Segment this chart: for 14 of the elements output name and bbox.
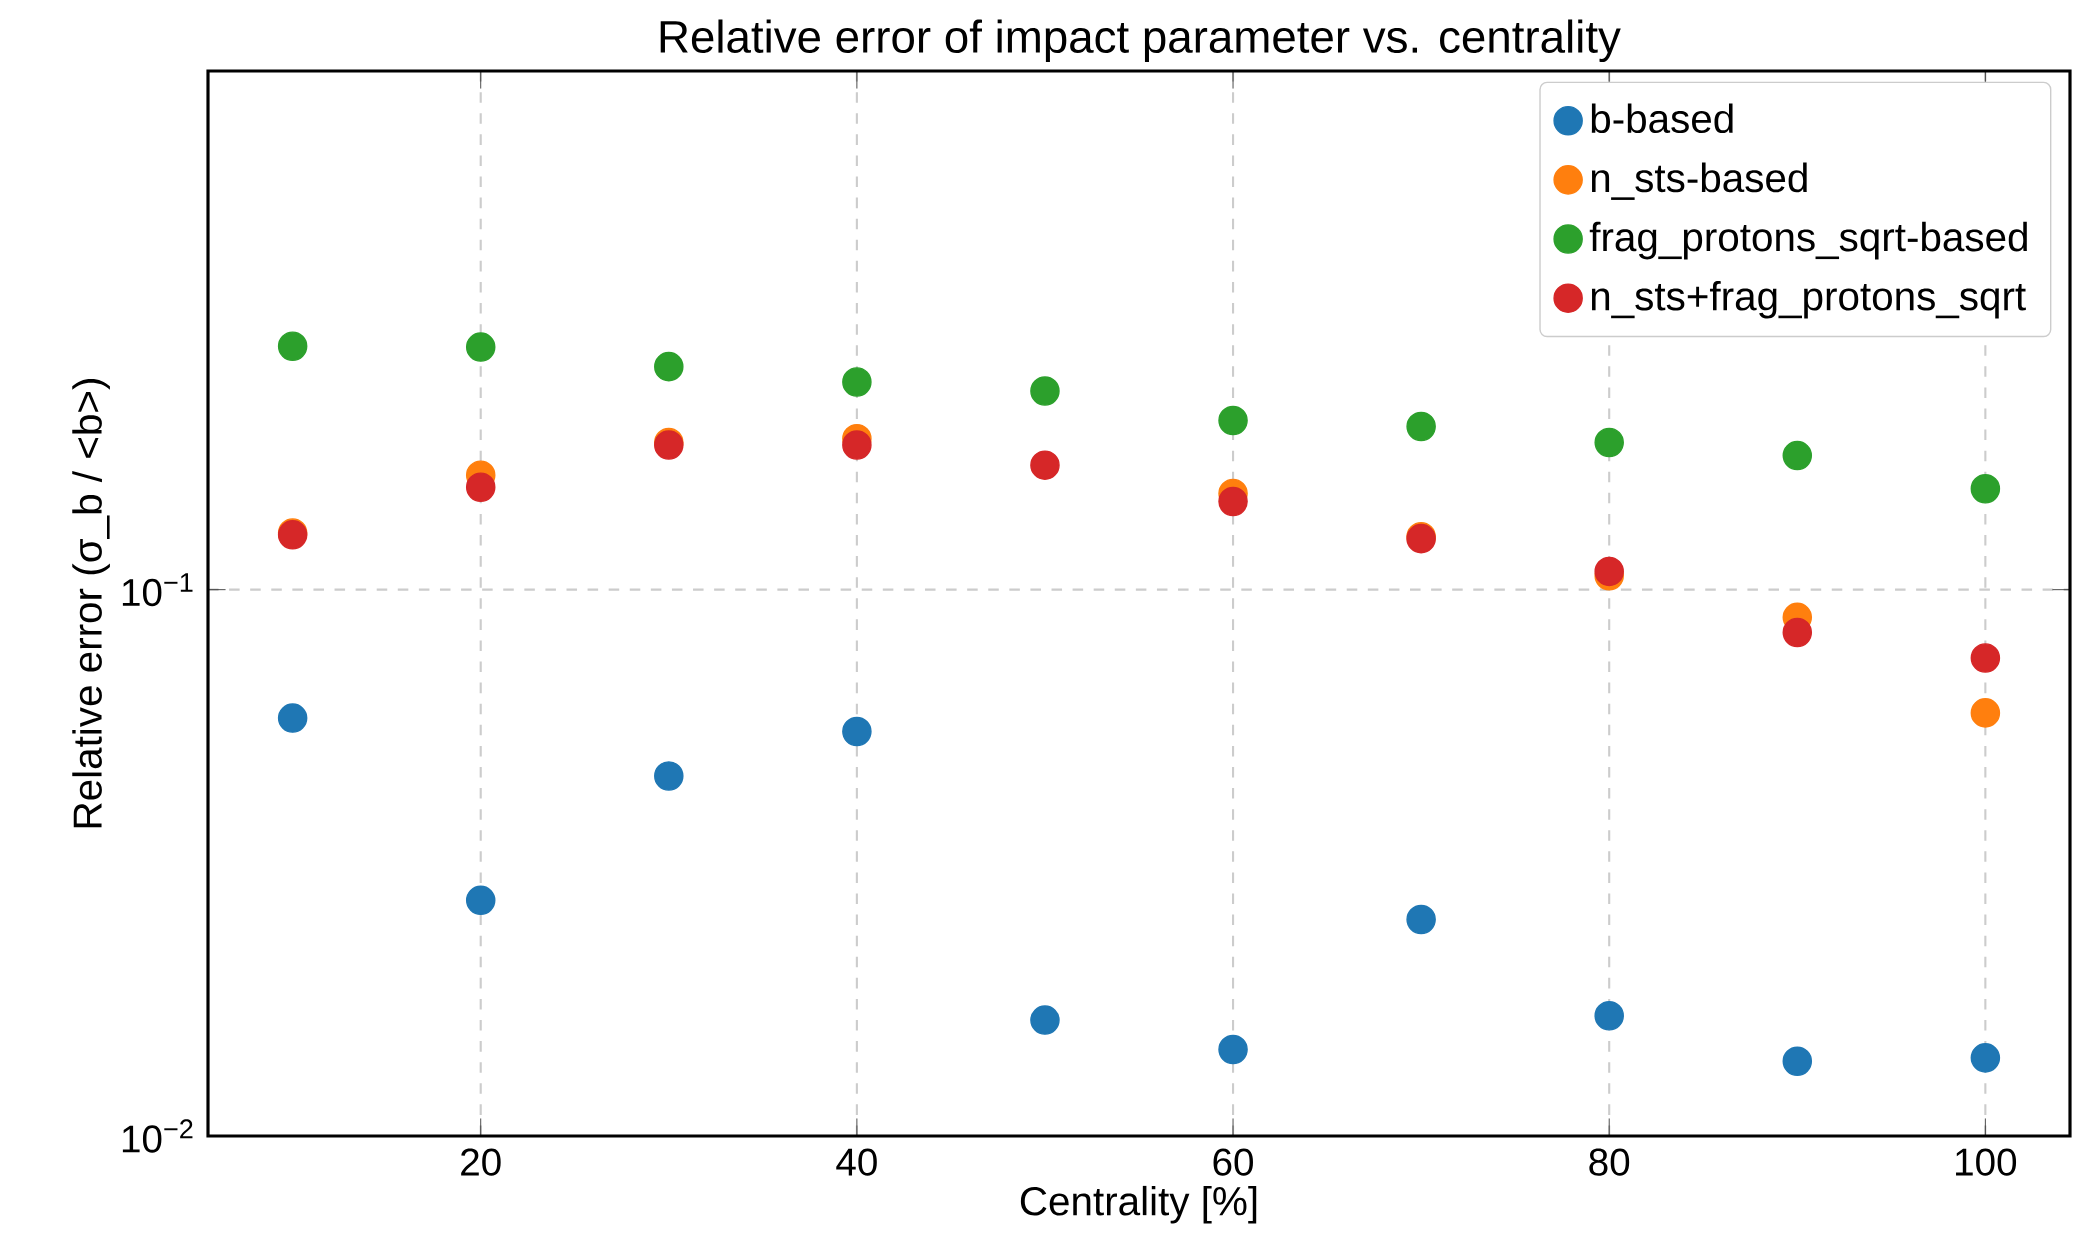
x-tick-label: 100: [1956, 1148, 2017, 1176]
x-tick-label: 80: [1589, 1148, 1630, 1176]
legend-label: frag_protons_sqrt-based: [1589, 221, 2027, 260]
y-axis-title: Relative error (σ_b / <b>): [72, 379, 110, 828]
x-tick-label: 60: [1213, 1148, 1253, 1176]
x-tick-label: 20: [461, 1148, 501, 1176]
legend-label: n_sts+frag_protons_sqrt: [1591, 280, 2026, 319]
legend-label: b-based: [1591, 103, 1733, 134]
chart-title: Relative error of impact parameter vs. centrality: [660, 19, 1621, 63]
x-axis-title: Centrality [%]: [1020, 1185, 1257, 1224]
y-tick-label: 10$^{−1}$: [122, 573, 193, 607]
legend-label: n_sts-based: [1591, 162, 1807, 200]
y-tick-label: 10$^{−2}$: [122, 1119, 193, 1153]
x-tick-label: 40: [836, 1148, 877, 1176]
